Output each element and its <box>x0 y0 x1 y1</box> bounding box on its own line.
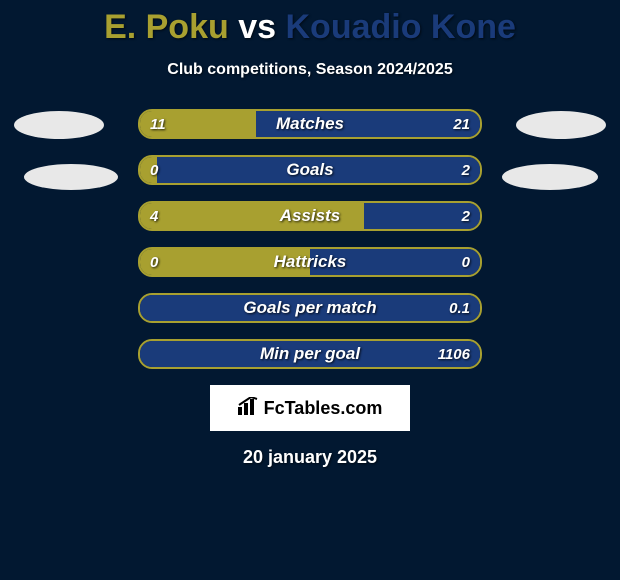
bar-row: Min per goal1106 <box>138 339 482 369</box>
bar-value-right: 1106 <box>438 341 470 367</box>
bar-value-left: 0 <box>150 157 158 183</box>
player1-name: E. Poku <box>104 8 229 46</box>
bar-value-left: 11 <box>150 111 166 137</box>
player2-badge-2 <box>502 164 598 190</box>
bar-row: Assists4 2 <box>138 201 482 231</box>
bar-value-left: 4 <box>150 203 158 229</box>
bar-label: Matches <box>140 111 480 137</box>
bar-value-right: 2 <box>462 157 470 183</box>
logo-text: FcTables.com <box>264 398 383 419</box>
player2-name: Kouadio Kone <box>286 8 516 46</box>
vs-text: vs <box>238 8 276 46</box>
bar-value-right: 21 <box>453 111 470 137</box>
bar-row: Goals0 2 <box>138 155 482 185</box>
chart-icon <box>238 397 260 420</box>
logo-box: FcTables.com <box>210 385 410 431</box>
bar-row: Matches11 21 <box>138 109 482 139</box>
chart-area: Matches1121Goals02Assists42Hattricks00Go… <box>0 109 620 369</box>
player2-badge-1 <box>516 111 606 139</box>
bar-label: Min per goal <box>140 341 480 367</box>
bar-label: Goals <box>140 157 480 183</box>
bar-label: Hattricks <box>140 249 480 275</box>
player1-badge-1 <box>14 111 104 139</box>
date: 20 january 2025 <box>0 447 620 468</box>
player1-badge-2 <box>24 164 118 190</box>
bar-row: Hattricks0 0 <box>138 247 482 277</box>
bar-value-right: 2 <box>462 203 470 229</box>
subtitle: Club competitions, Season 2024/2025 <box>0 61 620 79</box>
bar-label: Assists <box>140 203 480 229</box>
comparison-title: E. Poku vs Kouadio Kone <box>0 0 620 47</box>
bars-container: Matches1121Goals02Assists42Hattricks00Go… <box>138 109 482 369</box>
bar-label: Goals per match <box>140 295 480 321</box>
bar-row: Goals per match0.1 <box>138 293 482 323</box>
bar-value-left: 0 <box>150 249 158 275</box>
bar-value-right: 0.1 <box>449 295 470 321</box>
bar-value-right: 0 <box>462 249 470 275</box>
